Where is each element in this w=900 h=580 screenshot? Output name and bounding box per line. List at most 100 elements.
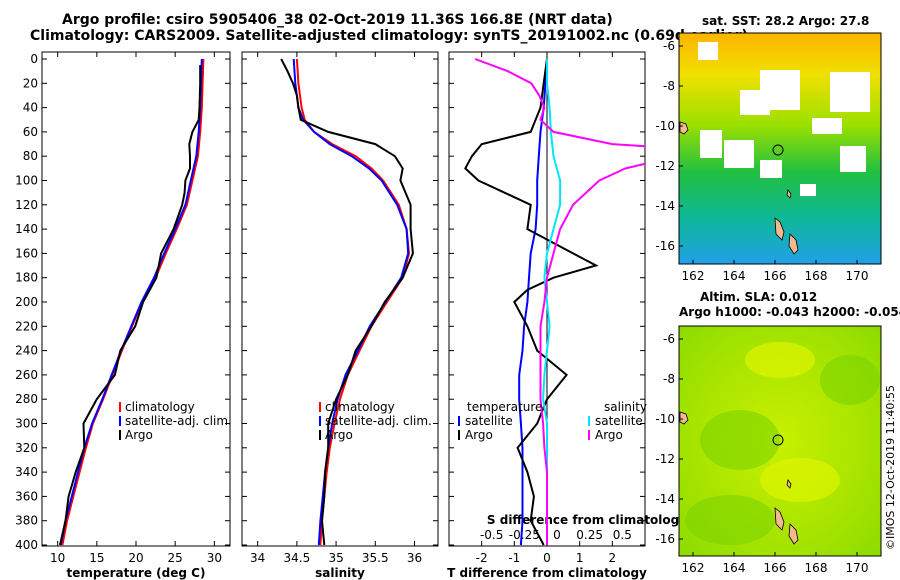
map-lat-label: -8	[663, 79, 675, 93]
legend-title-salinity: salinity	[604, 400, 647, 414]
panel-salinity: 34 34.5 35 35.5 36 salinity climatologysatelli…	[241, 51, 439, 580]
sla-argo-marker	[772, 434, 784, 446]
x-tick-label: 35.5	[362, 551, 389, 565]
map-lon-label: 164	[723, 561, 746, 575]
map-lon-label: 164	[723, 269, 746, 283]
series-satellite-adj-clim-	[59, 58, 203, 546]
x-tick-label: 15	[89, 551, 104, 565]
legend-title-temperature: temperature	[467, 400, 542, 414]
x-tick-label: 20	[128, 551, 143, 565]
y-tick-label: 260	[15, 368, 38, 382]
x-tick-label: 34	[250, 551, 265, 565]
panel-frame	[241, 51, 439, 547]
legend-label: satellite	[595, 414, 643, 428]
map-lon-label: 162	[682, 561, 705, 575]
y-tick-label: 60	[23, 125, 38, 139]
map-lat-label: -16	[655, 532, 675, 546]
y-tick-label: 0	[30, 52, 38, 66]
sla-map	[678, 325, 882, 557]
x-axis-label: T difference from climatology	[447, 566, 647, 580]
legend-label: Argo	[465, 428, 493, 442]
map-lat-label: -12	[655, 159, 675, 173]
y-tick-label: 240	[15, 344, 38, 358]
legend-label: Argo	[595, 428, 623, 442]
series-group	[464, 58, 645, 546]
map-lat-label: -6	[663, 332, 675, 346]
title-line-1: Argo profile: csiro 5905406_38 02-Oct-20…	[62, 12, 613, 28]
y-tick-label: 380	[15, 514, 38, 528]
map-lon-label: 170	[846, 561, 869, 575]
y-tick-label: 400	[15, 538, 38, 552]
s-tick-label: 0	[553, 528, 561, 542]
map-lat-label: -16	[655, 239, 675, 253]
sst-map	[678, 32, 882, 265]
y-tick-label: 360	[15, 489, 38, 503]
legend-label: climatology	[125, 400, 195, 414]
s-tick-label: 0.5	[613, 528, 632, 542]
x-tick-label: 36	[407, 551, 422, 565]
y-tick-label: 120	[15, 198, 38, 212]
x-axis-label: temperature (deg C)	[67, 566, 206, 580]
legend-label: Argo	[125, 428, 153, 442]
legend-label: Argo	[325, 428, 353, 442]
y-tick-label: 20	[23, 76, 38, 90]
legend-label: climatology	[325, 400, 395, 414]
s-tick-label: -0.5	[480, 528, 503, 542]
x-tick-label: 34.5	[284, 551, 311, 565]
series-salinity-argo	[474, 58, 645, 545]
x-axis-label: salinity	[315, 566, 365, 580]
series-temperature-satellite	[518, 58, 548, 546]
map-lon-label: 170	[846, 269, 869, 283]
y-tick-label: 140	[15, 222, 38, 236]
y-tick-label: 80	[23, 149, 38, 163]
sst-cloud-mask	[698, 42, 870, 196]
x-tick-label: 10	[50, 551, 65, 565]
y-tick-label: 280	[15, 392, 38, 406]
legend-label: satellite-adj. clim.	[125, 414, 232, 428]
sst-map-title: sat. SST: 28.2 Argo: 27.8	[702, 14, 870, 28]
map-lon-label: 168	[805, 269, 828, 283]
y-tick-label: 160	[15, 246, 38, 260]
x-tick-label: 0	[543, 551, 551, 565]
x-tick-label: -1	[508, 551, 520, 565]
x-tick-label: 1	[576, 551, 584, 565]
sla-islands	[679, 411, 799, 545]
y-tick-label: 320	[15, 441, 38, 455]
map-lon-label: 166	[764, 269, 787, 283]
x-tick-label: 25	[168, 551, 183, 565]
series-argo	[59, 65, 202, 546]
y-tick-label: 200	[15, 295, 38, 309]
panel-temperature: 0 20 40 60 80 100 120 140 160 180 200 220 240 260 280 3…	[15, 51, 232, 580]
map-lon-label: 162	[682, 269, 705, 283]
sst-argo-marker	[772, 144, 784, 156]
x-tick-label: 30	[207, 551, 222, 565]
map-lat-label: -10	[655, 119, 675, 133]
title-line-2: Climatology: CARS2009. Satellite-adjuste…	[30, 28, 748, 44]
map-lat-label: -6	[663, 39, 675, 53]
legend-label: satellite	[465, 414, 513, 428]
sla-map-title-1: Altim. SLA: 0.012	[700, 290, 818, 304]
series-group	[280, 58, 414, 546]
y-tick-label: 100	[15, 174, 38, 188]
x-tick-label: 2	[609, 551, 617, 565]
y-tick-label: 340	[15, 465, 38, 479]
y-tick-label: 180	[15, 271, 38, 285]
map-lon-label: 166	[764, 561, 787, 575]
s-tick-label: -0.25	[509, 528, 540, 542]
y-tick-label: 300	[15, 417, 38, 431]
sst-islands	[679, 121, 799, 255]
s-tick-label: 0.25	[576, 528, 603, 542]
x-tick-label: -2	[476, 551, 488, 565]
y-tick-label: 220	[15, 319, 38, 333]
series-temperature-argo	[464, 58, 599, 546]
x-axis-label-top: S difference from climatology	[487, 513, 687, 527]
series-group	[59, 58, 205, 546]
map-lat-label: -14	[655, 492, 675, 506]
series-argo	[280, 58, 414, 546]
map-lat-label: -12	[655, 452, 675, 466]
y-tick-label: 40	[23, 101, 38, 115]
map-lat-label: -10	[655, 412, 675, 426]
map-lon-label: 168	[805, 561, 828, 575]
